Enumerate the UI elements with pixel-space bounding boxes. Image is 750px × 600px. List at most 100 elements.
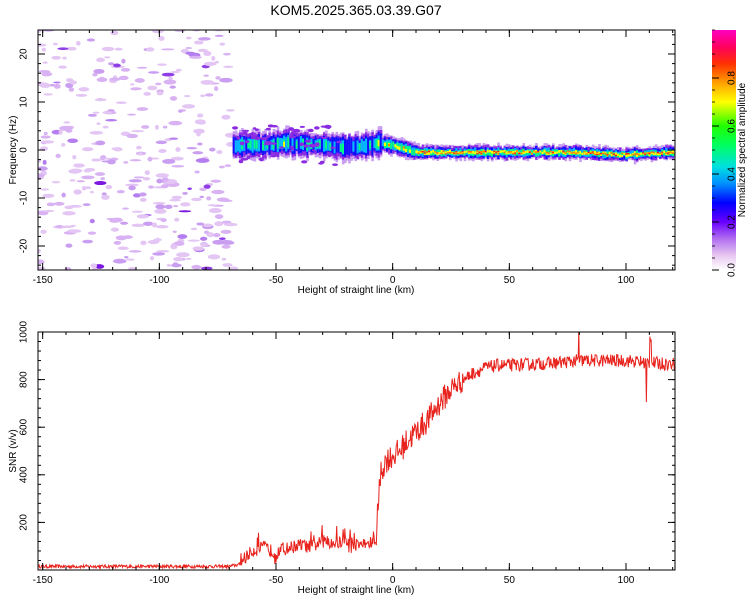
noise-blob: [220, 229, 232, 234]
signal-cell: [612, 153, 616, 156]
signal-cell: [365, 138, 368, 153]
noise-blob: [203, 61, 217, 66]
signal-cell: [232, 136, 236, 154]
signal-cell: [383, 142, 387, 147]
signal-cell: [602, 152, 605, 155]
noise-blob: [148, 185, 154, 189]
noise-blob: [87, 231, 97, 235]
signal-cell: [293, 134, 297, 154]
noise-blob: [172, 262, 179, 268]
signal-cell: [579, 150, 582, 154]
noise-blob: [195, 158, 210, 163]
signal-fleck: [304, 139, 312, 143]
noise-blob: [182, 104, 196, 109]
signal-cell: [335, 136, 339, 156]
signal-cell: [260, 139, 263, 153]
signal-fleck: [292, 128, 301, 133]
colorbar-tick-label: 0.8: [727, 71, 738, 85]
noise-blob: [190, 227, 198, 231]
signal-cell: [444, 153, 448, 155]
noise-blob: [73, 163, 85, 168]
signal-cell: [625, 153, 628, 155]
signal-cell: [635, 153, 639, 155]
noise-blob: [61, 192, 66, 198]
signal-cell: [402, 146, 406, 149]
signal-cell: [329, 143, 332, 150]
signal-fleck: [326, 125, 331, 130]
signal-cell: [627, 154, 631, 157]
signal-cell: [652, 151, 656, 154]
signal-cell: [308, 139, 311, 147]
noise-blob: [163, 79, 177, 85]
signal-cell: [371, 135, 374, 156]
signal-cell: [566, 150, 570, 153]
signal-fleck: [288, 127, 295, 131]
noise-blob: [197, 142, 203, 146]
noise-blob: [38, 166, 48, 171]
signal-cell: [547, 152, 551, 154]
noise-blob: [114, 47, 123, 51]
signal-cell: [274, 136, 278, 154]
signal-fleck: [279, 146, 284, 149]
noise-blob: [215, 76, 221, 80]
signal-cell: [558, 150, 561, 153]
noise-blob: [213, 86, 219, 92]
noise-blob: [58, 65, 68, 69]
signal-cell: [392, 141, 395, 147]
noise-blob: [223, 222, 238, 227]
noise-blob: [161, 177, 169, 183]
signal-cell: [638, 154, 641, 156]
signal-cell: [455, 151, 458, 153]
signal-cell: [543, 149, 547, 153]
noise-blob: [219, 77, 233, 83]
signal-cell: [570, 152, 574, 154]
signal-cell: [482, 150, 486, 156]
signal-cell: [625, 154, 628, 158]
signal-cell: [562, 150, 565, 152]
signal-cell: [663, 150, 666, 154]
noise-blob: [106, 159, 116, 165]
noise-blob: [94, 98, 107, 102]
signal-fleck: [299, 125, 305, 128]
signal-cell: [575, 150, 578, 154]
signal-cell: [587, 151, 591, 154]
signal-cell: [661, 151, 664, 153]
signal-fleck: [288, 135, 296, 139]
noise-blob: [155, 237, 161, 243]
noise-blob: [161, 48, 175, 51]
signal-fleck: [241, 129, 250, 132]
noise-blob: [132, 193, 141, 198]
spectrogram-x-tick-label: -150: [33, 275, 53, 286]
snr-series-line: [38, 332, 675, 570]
signal-cell: [518, 149, 521, 154]
signal-cell: [654, 152, 658, 156]
signal-cell: [518, 152, 521, 154]
noise-blob: [140, 240, 147, 246]
signal-cell: [356, 140, 360, 154]
noise-blob: [69, 179, 76, 182]
noise-blob: [128, 179, 143, 183]
signal-cell: [541, 149, 544, 154]
signal-cell: [535, 151, 538, 157]
signal-cell: [621, 154, 624, 158]
signal-cell: [396, 142, 400, 149]
noise-blob: [113, 240, 122, 245]
signal-cell: [337, 137, 341, 154]
spectrogram-x-tick-label: 100: [618, 275, 635, 286]
signal-cell: [419, 151, 423, 154]
signal-cell: [627, 152, 631, 155]
noise-blob: [134, 78, 145, 83]
noise-blob: [94, 181, 107, 186]
signal-cell: [421, 151, 425, 153]
signal-fleck: [240, 158, 249, 161]
signal-cell: [434, 151, 437, 153]
noise-blob: [129, 159, 142, 162]
signal-fleck: [290, 147, 295, 151]
noise-blob: [52, 42, 59, 46]
signal-cell: [484, 150, 488, 153]
signal-cell: [446, 152, 450, 154]
signal-cell: [617, 153, 620, 156]
signal-cell: [631, 154, 635, 156]
